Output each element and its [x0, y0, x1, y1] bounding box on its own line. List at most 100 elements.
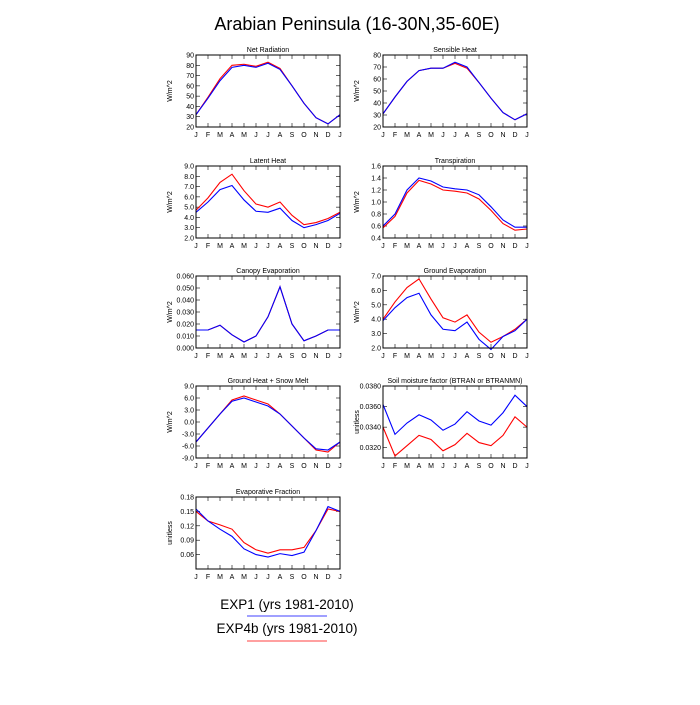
- y-tick-label: 0.0320: [360, 445, 382, 452]
- x-tick-label: M: [404, 353, 410, 360]
- x-tick-label: A: [278, 353, 283, 360]
- x-tick-label: J: [441, 243, 445, 250]
- series-line-exp1: [382, 177, 527, 228]
- x-tick-label: F: [206, 132, 210, 139]
- x-tick-label: J: [453, 353, 457, 360]
- y-tick-label: 40: [186, 104, 194, 111]
- y-tick-label: 8.0: [184, 174, 194, 181]
- x-tick-label: J: [381, 463, 385, 470]
- x-tick-label: J: [525, 132, 529, 139]
- y-tick-label: 5.0: [371, 302, 381, 309]
- x-tick-label: F: [206, 353, 210, 360]
- x-tick-label: M: [241, 574, 247, 581]
- y-tick-label: 0.15: [180, 509, 194, 516]
- series-line-exp1: [382, 292, 528, 351]
- x-tick-label: O: [488, 243, 494, 250]
- y-tick-label: 0.8: [371, 212, 381, 219]
- x-tick-label: J: [254, 132, 258, 139]
- x-tick-label: S: [290, 132, 295, 139]
- x-tick-label: M: [217, 353, 223, 360]
- x-tick-label: N: [500, 353, 505, 360]
- y-tick-label: 0.18: [180, 495, 194, 502]
- series-line-exp1: [196, 285, 340, 343]
- y-tick-label: 0.0360: [360, 404, 382, 411]
- series-line-exp4b: [382, 62, 528, 121]
- x-tick-label: J: [254, 574, 258, 581]
- x-tick-label: M: [217, 243, 223, 250]
- x-tick-label: O: [488, 132, 494, 139]
- panel-title: Transpiration: [435, 158, 476, 165]
- x-tick-label: D: [512, 132, 517, 139]
- panel-title: Canopy Evaporation: [236, 268, 300, 275]
- x-tick-label: M: [428, 353, 434, 360]
- series-line-exp4b: [382, 179, 528, 231]
- x-tick-label: S: [290, 463, 295, 470]
- y-tick-label: 2.0: [371, 346, 381, 353]
- panel-title: Soil moisture factor (BTRAN or BTRANMN): [388, 378, 523, 385]
- x-tick-label: J: [525, 243, 529, 250]
- x-tick-label: M: [217, 574, 223, 581]
- x-tick-label: M: [241, 463, 247, 470]
- plot-frame: [195, 496, 341, 570]
- series-line-exp1: [195, 397, 341, 451]
- x-tick-label: S: [290, 243, 295, 250]
- y-tick-label: 20: [373, 125, 381, 132]
- y-tick-label: 50: [186, 94, 194, 101]
- x-tick-label: J: [254, 243, 258, 250]
- x-tick-label: N: [313, 463, 318, 470]
- x-tick-label: J: [441, 463, 445, 470]
- x-tick-label: J: [525, 463, 529, 470]
- y-tick-label: -3.0: [182, 432, 194, 439]
- x-tick-label: F: [393, 463, 397, 470]
- plot-frame: [195, 275, 341, 349]
- y-axis-label: W/m^2: [354, 191, 361, 213]
- y-tick-label: 6.0: [184, 396, 194, 403]
- x-tick-label: J: [381, 132, 385, 139]
- y-tick-label: 60: [373, 77, 381, 84]
- legend-label-exp1: EXP1 (yrs 1981-2010): [220, 597, 354, 612]
- y-tick-label: 1.6: [371, 164, 381, 171]
- y-tick-label: 30: [186, 114, 194, 121]
- y-tick-label: 7.0: [371, 274, 381, 281]
- x-tick-label: J: [381, 353, 385, 360]
- x-tick-label: O: [301, 574, 307, 581]
- y-tick-label: 0.060: [176, 274, 194, 281]
- x-tick-label: A: [230, 353, 235, 360]
- y-tick-label: 70: [186, 73, 194, 80]
- series-line-exp1: [195, 62, 341, 125]
- series-line-exp4b: [382, 278, 528, 343]
- y-tick-label: 30: [373, 113, 381, 120]
- y-axis-label: W/m^2: [167, 80, 174, 102]
- panel-5: Canopy Evaporation 0.000 0.010 0.020 0.030 0.…: [167, 268, 342, 360]
- x-tick-label: D: [512, 353, 517, 360]
- x-tick-label: F: [206, 243, 210, 250]
- plot-frame: [382, 165, 528, 239]
- x-tick-label: D: [325, 243, 330, 250]
- x-tick-label: J: [266, 353, 270, 360]
- panel-title: Ground Evaporation: [424, 268, 487, 275]
- x-tick-label: O: [488, 463, 494, 470]
- panel-title: Net Radiation: [247, 47, 290, 54]
- x-tick-label: N: [313, 132, 318, 139]
- y-tick-label: 0.020: [176, 322, 194, 329]
- x-tick-label: J: [441, 353, 445, 360]
- x-tick-label: S: [290, 574, 295, 581]
- figure-title: Arabian Peninsula (16-30N,35-60E): [214, 14, 499, 34]
- x-tick-label: A: [417, 463, 422, 470]
- series-line-exp1: [382, 61, 528, 121]
- x-tick-label: F: [206, 574, 210, 581]
- x-tick-label: F: [393, 132, 397, 139]
- x-tick-label: O: [301, 463, 307, 470]
- x-tick-label: J: [254, 463, 258, 470]
- y-tick-label: 9.0: [184, 164, 194, 171]
- x-tick-label: A: [465, 132, 470, 139]
- x-tick-label: M: [428, 132, 434, 139]
- x-tick-label: M: [241, 243, 247, 250]
- x-tick-label: D: [325, 574, 330, 581]
- y-tick-label: 4.0: [184, 215, 194, 222]
- x-tick-label: J: [266, 463, 270, 470]
